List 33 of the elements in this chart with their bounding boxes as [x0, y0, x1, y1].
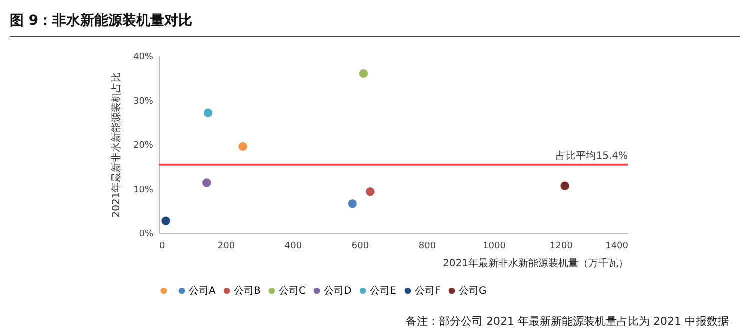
- x-tick-label: 400: [284, 242, 302, 252]
- point: [202, 178, 212, 188]
- legend-label: 公司F: [415, 285, 441, 297]
- legend-label: 公司A: [189, 285, 216, 297]
- legend-label: 公司D: [324, 285, 352, 297]
- y-axis-title: 2021年最新非水新能源装机占比: [110, 72, 122, 218]
- x-tick-label: 800: [418, 242, 436, 252]
- point: [560, 182, 570, 190]
- y-tick-label: 40%: [133, 52, 154, 62]
- chart-title: 图 9：非水新能源装机量对比: [10, 12, 740, 37]
- y-tick-label: 20%: [133, 141, 154, 151]
- point: [348, 199, 357, 208]
- point: [162, 216, 170, 226]
- point: [238, 142, 248, 152]
- point: [359, 69, 368, 78]
- point: [366, 188, 375, 196]
- y-tick-label: 10%: [133, 185, 154, 196]
- x-axis-title: 2021年最新非水新能源装机量（万千瓦）: [443, 258, 628, 270]
- x-tick-label: 1000: [483, 242, 506, 252]
- legend-label: 公司C: [279, 285, 306, 297]
- x-tick-label: 600: [352, 242, 370, 252]
- text: 备注：部分公司 2021 年最新新能源装机量占比为 2021 中报数据: [406, 314, 729, 329]
- legend-label: 公司B: [234, 285, 261, 297]
- x-tick-label: 1400: [606, 242, 629, 252]
- y-tick-label: 30%: [133, 96, 154, 107]
- y-tick-label: 0%: [139, 230, 154, 240]
- x-tick-label: 200: [218, 242, 236, 252]
- point: [204, 108, 213, 118]
- x-tick-label: 1200: [550, 242, 574, 252]
- ref-line-label: 占比平均15.4%: [556, 150, 628, 162]
- legend-label: 公司G: [459, 285, 487, 297]
- legend-label: 公司E: [370, 285, 396, 297]
- x-tick-label: 0: [160, 242, 166, 252]
